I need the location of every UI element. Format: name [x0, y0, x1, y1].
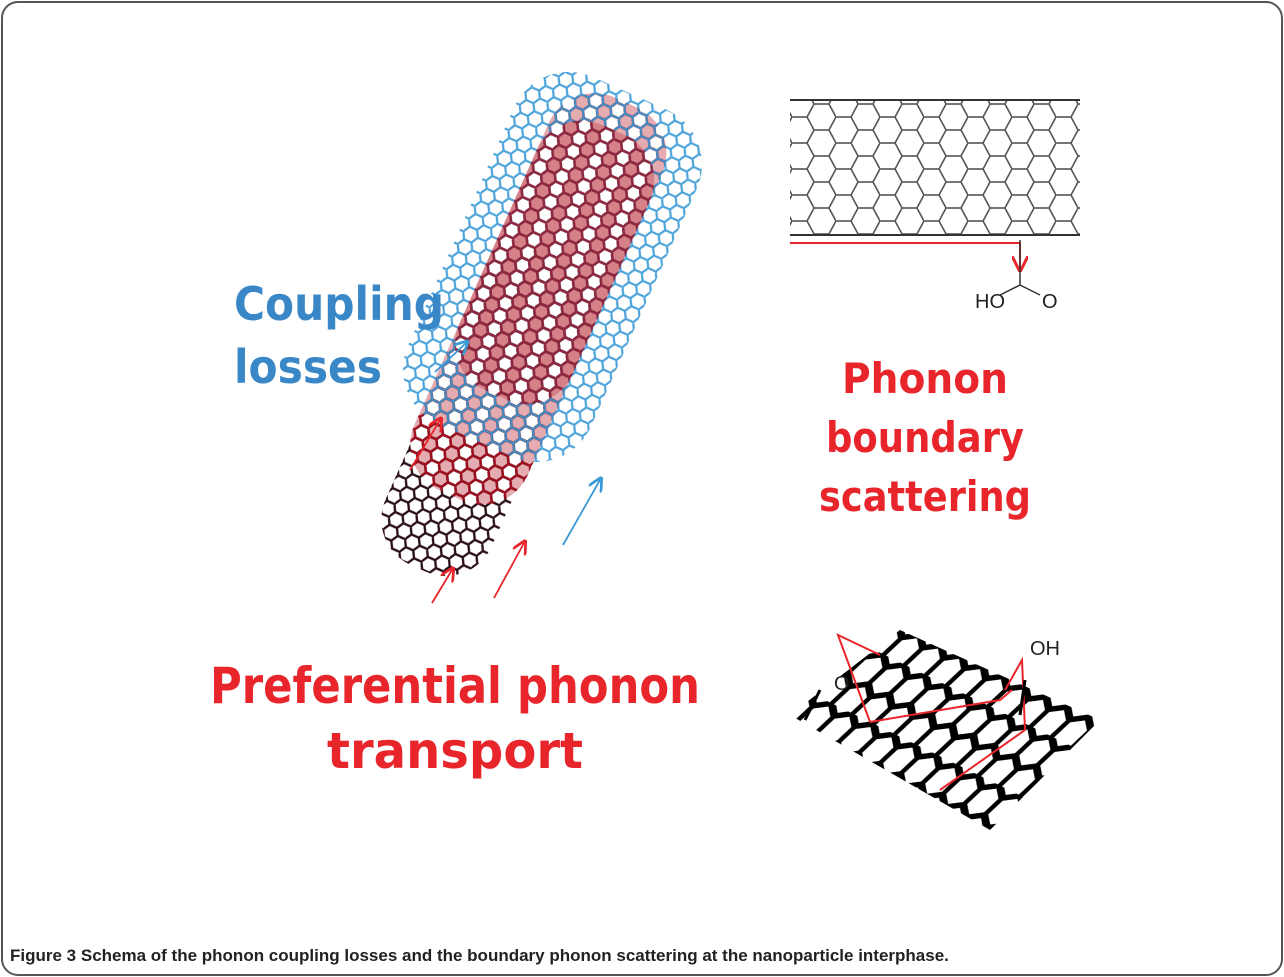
coupling-label: Coupling — [234, 277, 444, 331]
caption-label: Figure 3 — [10, 946, 76, 965]
page: HO O O OH Coupling losses Phonon boundar… — [0, 0, 1284, 977]
boundary-label: Phonon — [842, 354, 1008, 403]
figure-panel: HO O O OH Coupling losses Phonon boundar… — [0, 0, 1284, 977]
chem-label: O — [834, 673, 850, 695]
transport-label: transport — [327, 722, 583, 780]
boundary-label: scattering — [819, 472, 1031, 521]
caption-text: Schema of the phonon coupling losses and… — [81, 946, 949, 965]
coupling-label: losses — [234, 340, 382, 394]
chem-label: HO — [975, 291, 1005, 313]
chem-label: O — [1042, 291, 1058, 313]
chem-label: OH — [1030, 638, 1060, 660]
boundary-label: boundary — [826, 413, 1024, 462]
caption: Figure 3 Schema of the phonon coupling l… — [10, 946, 949, 965]
transport-label: Preferential phonon — [210, 657, 700, 715]
